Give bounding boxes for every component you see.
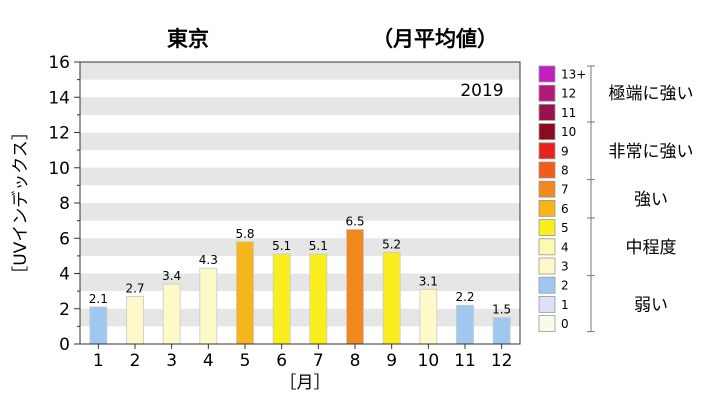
grid-band <box>80 203 520 221</box>
legend-swatch <box>538 257 556 275</box>
legend-level-label: 3 <box>561 260 569 274</box>
y-tick-label: 12 <box>48 124 70 144</box>
bar <box>89 306 108 345</box>
legend-level-label: 1 <box>561 298 569 312</box>
legend-swatch <box>538 142 556 160</box>
legend-level-label: 9 <box>561 144 569 158</box>
grid-band <box>80 97 520 115</box>
bar <box>456 304 474 345</box>
x-axis-label: ［月］ <box>280 373 331 393</box>
legend-category-label: 極端に強い <box>609 84 694 104</box>
bar <box>162 283 181 345</box>
x-tick-label: 8 <box>350 351 361 371</box>
data-label: 5.2 <box>382 237 401 251</box>
grid-band <box>80 238 520 256</box>
bar <box>272 253 291 345</box>
chart-title: 東京 <box>167 27 209 51</box>
bar <box>382 251 401 345</box>
legend-level-label: 0 <box>561 317 569 331</box>
data-label: 5.1 <box>309 239 328 253</box>
grid-band <box>80 132 520 151</box>
grid-band <box>80 273 520 292</box>
legend-level-label: 6 <box>561 202 569 216</box>
data-label: 3.1 <box>419 274 438 288</box>
legend-level-label: 12 <box>561 87 576 101</box>
legend-category-label: 中程度 <box>626 238 677 258</box>
data-label: 2.7 <box>125 281 144 295</box>
y-tick-label: 16 <box>48 53 70 73</box>
y-tick-label: 4 <box>59 265 70 285</box>
legend-level-label: 7 <box>561 183 569 197</box>
bar <box>419 288 438 345</box>
x-tick-label: 4 <box>203 351 214 371</box>
legend-swatch <box>538 180 556 198</box>
y-tick-label: 8 <box>59 194 70 214</box>
grid-band <box>80 62 520 80</box>
x-tick-label: 12 <box>491 351 513 371</box>
x-tick-label: 7 <box>313 351 324 371</box>
y-tick-label: 0 <box>59 335 70 355</box>
data-label: 3.4 <box>162 269 181 283</box>
bar <box>126 296 144 345</box>
legend-swatch <box>538 104 556 121</box>
data-label: 4.3 <box>199 253 218 267</box>
legend-level-label: 4 <box>561 240 569 254</box>
legend-swatch <box>538 84 556 102</box>
x-tick-label: 3 <box>166 351 177 371</box>
data-label: 1.5 <box>492 303 511 317</box>
data-label: 6.5 <box>345 214 364 228</box>
legend-level-label: 2 <box>561 279 569 293</box>
legend-level-label: 8 <box>561 164 569 178</box>
x-tick-label: 11 <box>454 351 476 371</box>
legend-category-label: 強い <box>634 190 668 210</box>
data-label: 5.1 <box>272 239 291 253</box>
x-tick-label: 10 <box>418 351 440 371</box>
y-tick-label: 2 <box>59 300 70 320</box>
year-annotation: 2019 <box>460 81 503 101</box>
legend-category-label: 非常に強い <box>609 142 694 162</box>
y-tick-label: 14 <box>48 88 70 108</box>
grid-band <box>80 167 520 186</box>
x-tick-label: 9 <box>386 351 397 371</box>
legend-level-label: 11 <box>561 106 576 120</box>
legend-swatch <box>538 219 556 237</box>
data-label: 2.2 <box>455 290 474 304</box>
data-label: 2.1 <box>89 292 108 306</box>
chart-subtitle: （月平均値） <box>372 27 498 51</box>
x-tick-label: 2 <box>130 351 141 371</box>
bar <box>199 267 218 345</box>
x-tick-label: 1 <box>93 351 104 371</box>
legend-level-label: 10 <box>561 125 576 139</box>
grid-band <box>80 308 520 327</box>
x-tick-label: 6 <box>276 351 287 371</box>
legend-level-label: 5 <box>561 221 569 235</box>
y-axis-label: ［UVインデックス］ <box>10 123 31 283</box>
y-tick-label: 6 <box>59 229 70 249</box>
legend-swatch <box>538 199 556 217</box>
y-tick-label: 10 <box>48 159 70 179</box>
legend-category-label: 弱い <box>634 295 668 315</box>
bar <box>309 253 328 345</box>
bar <box>492 317 511 345</box>
legend-swatch <box>538 276 556 294</box>
legend-swatch <box>538 238 556 256</box>
bar <box>346 229 364 345</box>
legend-swatch <box>538 65 556 83</box>
legend-swatch <box>538 315 556 333</box>
bar <box>236 241 254 345</box>
legend-swatch <box>538 123 556 140</box>
legend-swatch <box>538 295 556 313</box>
legend-level-label: 13+ <box>561 68 586 82</box>
legend-swatch <box>538 161 556 179</box>
x-tick-label: 5 <box>240 351 251 371</box>
data-label: 5.8 <box>235 227 254 241</box>
plot-area: 2.1 1 2.7 2 3.4 3 4.3 4 5.8 5 5.1 6 5.1 7 6.5 8 5.2 9 3.1 1… <box>48 53 521 371</box>
